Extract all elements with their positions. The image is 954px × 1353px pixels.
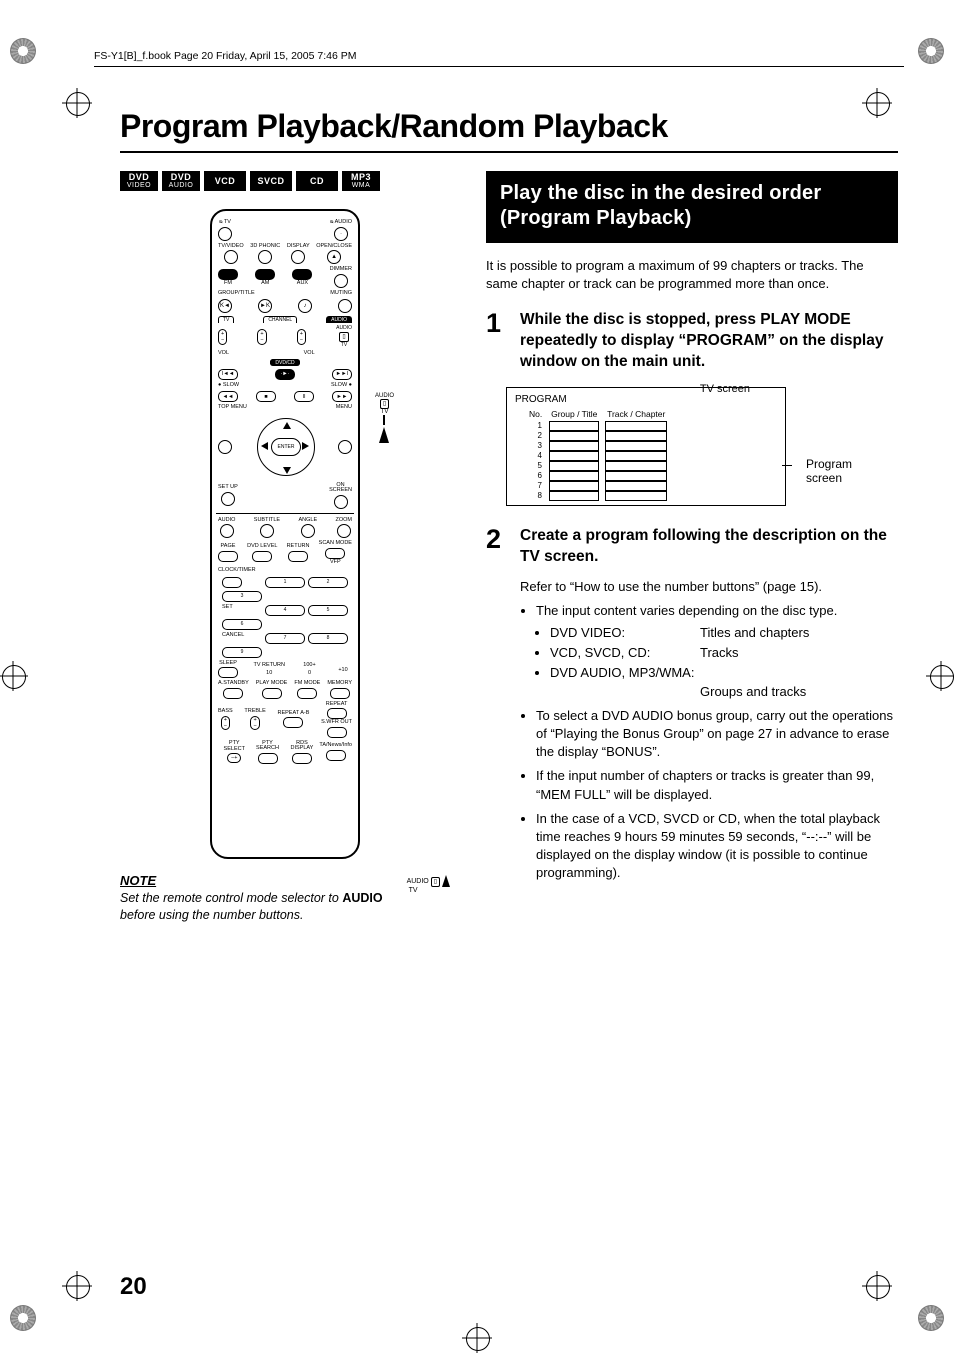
page-content: Program Playback/Random Playback DVDVIDE… [120, 100, 898, 1291]
bullet: If the input number of chapters or track… [536, 767, 898, 803]
registration-mark-icon [462, 1323, 492, 1353]
mode-slider-indicator: AUDIO ▯ TV [375, 393, 394, 443]
page-number: 20 [120, 1273, 147, 1301]
pause-icon: II [294, 391, 314, 402]
crop-mark-icon [918, 38, 944, 64]
program-screen-illustration: TV screen PROGRAM No.Group / TitleTrack … [506, 387, 786, 506]
program-title: PROGRAM [515, 394, 777, 405]
registration-mark-icon [62, 1271, 92, 1301]
section-heading: Play the disc in the desired order (Prog… [486, 171, 898, 243]
remote-illustration: AUDIO ▯ TV ᴓ TV ᴓ AUDIO· TV/VIDE [120, 209, 450, 859]
step-heading: Create a program following the descripti… [520, 526, 898, 568]
ff-icon: ►► [332, 391, 352, 402]
crop-mark-icon [918, 1305, 944, 1331]
badge-mp3-wma: MP3WMA [342, 171, 380, 191]
dpad-icon: ENTER [249, 416, 321, 478]
audio-mode-indicator-icon: AUDIO ▯ TV [407, 875, 450, 894]
play-icon: ·►· [275, 369, 295, 380]
audio-power-icon: · [334, 227, 348, 241]
left-column: DVDVIDEO DVDAUDIO VCD SVCD CD MP3WMA AUD… [120, 171, 450, 924]
crop-mark-icon [10, 38, 36, 64]
step-number: 2 [486, 526, 510, 568]
program-table: No.Group / TitleTrack / Chapter 1 2 3 4 … [525, 409, 670, 501]
step-2: 2 Create a program following the descrip… [486, 526, 898, 568]
section-intro: It is possible to program a maximum of 9… [486, 257, 898, 292]
registration-mark-icon [62, 88, 92, 118]
disc-type-badges: DVDVIDEO DVDAUDIO VCD SVCD CD MP3WMA [120, 171, 450, 191]
program-screen-callout: Program screen [806, 457, 852, 486]
bullet: To select a DVD AUDIO bonus group, carry… [536, 707, 898, 762]
note-body: Set the remote control mode selector to … [120, 890, 450, 924]
rew-icon: ◄◄ [218, 391, 238, 402]
pdf-header-line: FS-Y1[B]_f.book Page 20 Friday, April 15… [94, 50, 904, 62]
title-rule [120, 151, 898, 153]
badge-dvd-audio: DVDAUDIO [162, 171, 200, 191]
bullet: The input content varies depending on th… [536, 602, 898, 701]
bullet: In the case of a VCD, SVCD or CD, when t… [536, 810, 898, 883]
prev-icon: I◄◄ [218, 369, 238, 380]
note-block: AUDIO ▯ TV NOTE Set the remote control m… [120, 873, 450, 924]
header-rule [94, 66, 904, 67]
badge-cd: CD [296, 171, 338, 191]
step-heading: While the disc is stopped, press PLAY MO… [520, 310, 898, 373]
right-column: Play the disc in the desired order (Prog… [486, 171, 898, 924]
number-pad: 123 SET 456 CANCEL 789 [222, 577, 348, 658]
eject-icon: ▲ [327, 250, 341, 264]
step-2-body: Refer to “How to use the number buttons”… [520, 578, 898, 883]
step-1: 1 While the disc is stopped, press PLAY … [486, 310, 898, 373]
badge-svcd: SVCD [250, 171, 292, 191]
tv-power-icon [218, 227, 232, 241]
next-icon: ►►I [332, 369, 352, 380]
note-heading: NOTE [120, 873, 450, 888]
page-title: Program Playback/Random Playback [120, 108, 898, 145]
stop-icon: ■ [256, 391, 276, 402]
manual-page: FS-Y1[B]_f.book Page 20 Friday, April 15… [0, 0, 954, 1351]
step-refer: Refer to “How to use the number buttons”… [520, 578, 898, 596]
tv-screen-label: TV screen [700, 383, 750, 395]
registration-mark-icon [0, 661, 28, 691]
badge-dvd-video: DVDVIDEO [120, 171, 158, 191]
step-number: 1 [486, 310, 510, 373]
registration-mark-icon [926, 661, 954, 691]
badge-vcd: VCD [204, 171, 246, 191]
crop-mark-icon [10, 1305, 36, 1331]
